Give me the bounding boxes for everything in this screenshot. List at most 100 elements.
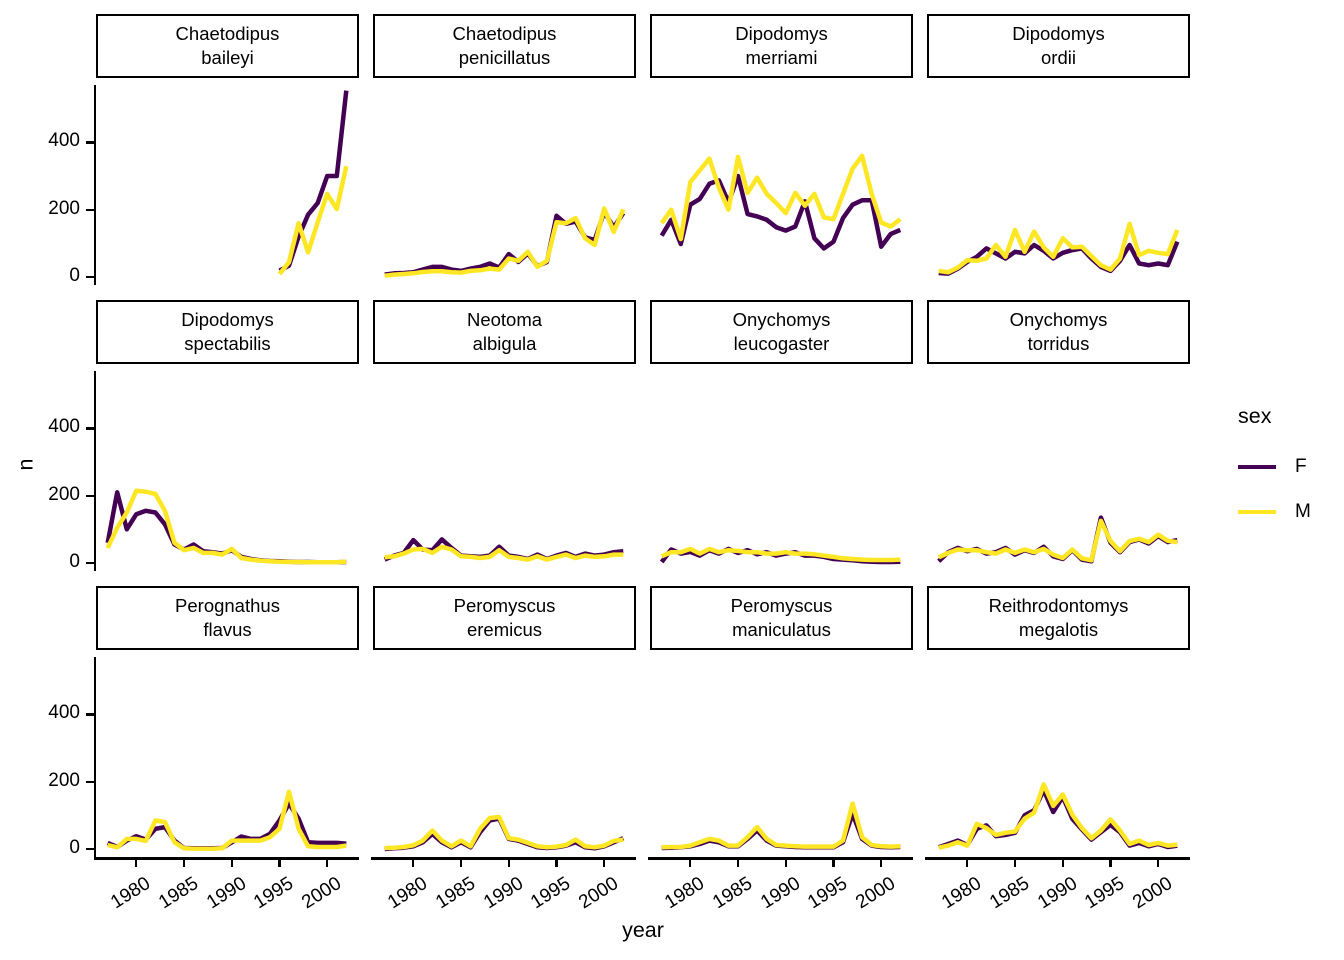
facet-title-line: Onychomys [1009, 309, 1108, 330]
x-tick [412, 859, 415, 867]
facet-strip: Reithrodontomys megalotis [927, 586, 1190, 650]
x-tick-label: 1980 [661, 873, 709, 914]
facet-panel [383, 537, 624, 562]
x-tick-label: 1985 [155, 873, 203, 914]
facet-strip: Onychomys leucogaster [650, 300, 913, 364]
facet-strip: Perognathus flavus [96, 586, 359, 650]
x-tick [278, 859, 281, 867]
facet-title-line: spectabilis [184, 333, 271, 354]
facet-title-line: flavus [203, 619, 252, 640]
x-tick [832, 859, 835, 867]
legend-line-swatch-m [1238, 509, 1276, 515]
legend-entry-m: M [1238, 501, 1311, 523]
x-tick-label: 1995 [250, 873, 298, 914]
facet-title-line: Chaetodipus [175, 23, 280, 44]
facet-strip: Onychomys torridus [927, 300, 1190, 364]
y-tick-label: 400 [48, 702, 80, 724]
legend-entry-f: F [1238, 456, 1311, 478]
y-tick [86, 561, 94, 565]
facet-title-line: leucogaster [733, 333, 830, 354]
facet-title-line: Onychomys [732, 309, 831, 330]
x-tick [459, 859, 463, 867]
y-tick [86, 208, 94, 211]
x-tick-label: 1985 [986, 873, 1034, 914]
y-axis-line [93, 85, 96, 285]
facet-panel [938, 221, 1180, 276]
facet-title-line: Peromyscus [453, 595, 556, 616]
y-tick [86, 275, 94, 279]
y-tick-label: 200 [48, 197, 80, 219]
facet-title-line: eremicus [466, 619, 543, 640]
facet-title-line: penicillatus [458, 47, 551, 68]
facet-panel [937, 515, 1178, 564]
x-tick [182, 859, 186, 867]
facet-strip: Peromyscus eremicus [373, 586, 636, 650]
x-axis-title: year [622, 918, 664, 942]
y-axis-line [93, 371, 96, 571]
facet-panel [661, 801, 901, 851]
facet-title-line: Chaetodipus [452, 23, 557, 44]
y-tick-label: 200 [48, 483, 80, 505]
y-tick-label: 0 [69, 551, 80, 572]
x-tick-label: 1995 [527, 873, 575, 914]
series-line-M [660, 546, 901, 563]
y-tick-label: 200 [48, 769, 80, 791]
x-tick-label: 1980 [384, 873, 432, 914]
x-tick [966, 859, 969, 867]
x-tick-label: 2000 [852, 873, 900, 914]
facet-title-line: Dipodomys [181, 309, 274, 330]
x-tick [1061, 859, 1064, 867]
facet-panel [105, 488, 347, 565]
x-tick [555, 859, 558, 867]
facet-panel [384, 206, 626, 278]
facet-strip: Dipodomys ordii [927, 14, 1190, 78]
legend-label-f: F [1295, 456, 1307, 477]
series-line-F [938, 240, 1180, 276]
x-axis-line [647, 857, 913, 860]
series-line-M [661, 801, 901, 850]
x-tick-label: 1995 [804, 873, 852, 914]
series-line-M [277, 165, 349, 276]
series-line-M [105, 488, 347, 565]
y-axis-line [93, 657, 96, 857]
series-line-M [659, 153, 902, 242]
x-tick [507, 859, 510, 867]
x-tick-label: 2000 [1129, 873, 1177, 914]
x-tick-label: 2000 [575, 873, 623, 914]
facet-title-line: Neotoma [466, 309, 543, 330]
x-tick [135, 859, 138, 867]
x-axis-line [93, 857, 359, 860]
facet-panel [277, 90, 349, 276]
x-tick-label: 1985 [709, 873, 757, 914]
y-tick [86, 427, 94, 430]
y-tick [86, 780, 94, 783]
x-tick [736, 859, 740, 867]
facet-panel [384, 814, 625, 852]
x-tick [1109, 859, 1112, 867]
y-tick-label: 400 [48, 130, 80, 152]
series-line-M [384, 206, 626, 278]
x-tick [689, 859, 692, 867]
facet-title-line: Perognathus [175, 595, 280, 616]
y-tick-label: 0 [69, 837, 80, 858]
facet-title-line: merriami [745, 47, 818, 68]
facet-panel [937, 782, 1178, 850]
x-tick-label: 1980 [938, 873, 986, 914]
facet-title-line: Reithrodontomys [988, 595, 1129, 616]
facet-strip: Peromyscus maniculatus [650, 586, 913, 650]
y-tick-label: 0 [69, 265, 80, 286]
series-line-M [937, 518, 1178, 563]
y-tick [86, 141, 94, 144]
facet-title-line: megalotis [1018, 619, 1099, 640]
facet-title-line: torridus [1027, 333, 1090, 354]
series-line-M [938, 221, 1180, 275]
x-tick-label: 1990 [479, 873, 527, 914]
x-axis-line [370, 857, 636, 860]
legend-title: sex [1238, 404, 1272, 428]
x-tick [603, 859, 606, 867]
facet-panel [106, 789, 347, 851]
x-tick [1013, 859, 1017, 867]
